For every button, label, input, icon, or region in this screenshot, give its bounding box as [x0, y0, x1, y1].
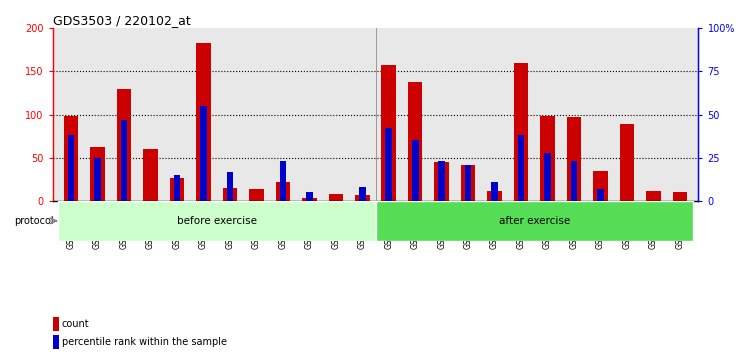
Text: count: count	[62, 319, 89, 329]
Bar	[439, 161, 445, 201]
Bar	[567, 117, 581, 201]
Bar	[170, 178, 184, 201]
Bar	[355, 195, 369, 201]
Bar	[593, 171, 608, 201]
Text: GDS3503 / 220102_at: GDS3503 / 220102_at	[53, 14, 190, 27]
Bar	[328, 194, 343, 201]
Bar	[412, 141, 418, 201]
Text: after exercise: after exercise	[499, 216, 570, 226]
Bar	[227, 172, 234, 201]
Bar	[64, 116, 78, 201]
Bar	[408, 82, 423, 201]
Bar	[597, 189, 604, 201]
Bar	[196, 43, 211, 201]
Bar	[222, 188, 237, 201]
Bar	[276, 182, 290, 201]
FancyBboxPatch shape	[58, 201, 376, 241]
Bar	[53, 317, 59, 331]
Bar	[53, 335, 59, 349]
Bar	[200, 106, 207, 201]
Bar	[461, 165, 475, 201]
Bar	[95, 158, 101, 201]
Bar	[620, 124, 635, 201]
Bar	[116, 89, 131, 201]
Bar	[90, 147, 105, 201]
Bar	[434, 162, 449, 201]
Text: protocol: protocol	[14, 216, 54, 226]
Bar	[306, 192, 312, 201]
Bar	[540, 116, 555, 201]
Bar	[279, 161, 286, 201]
Bar	[359, 187, 366, 201]
Bar	[646, 190, 661, 201]
Bar	[544, 153, 551, 201]
Bar	[465, 165, 472, 201]
Bar	[249, 189, 264, 201]
Bar	[68, 135, 74, 201]
Bar	[173, 175, 180, 201]
Bar	[514, 63, 529, 201]
Bar	[382, 65, 396, 201]
Text: before exercise: before exercise	[176, 216, 257, 226]
Text: percentile rank within the sample: percentile rank within the sample	[62, 337, 227, 347]
Bar	[491, 182, 498, 201]
Bar	[143, 149, 158, 201]
Bar	[571, 161, 578, 201]
Bar	[673, 192, 687, 201]
Bar	[121, 120, 128, 201]
Bar	[302, 198, 317, 201]
FancyBboxPatch shape	[376, 201, 693, 241]
Bar	[385, 129, 392, 201]
Bar	[517, 135, 524, 201]
Bar	[487, 192, 502, 201]
